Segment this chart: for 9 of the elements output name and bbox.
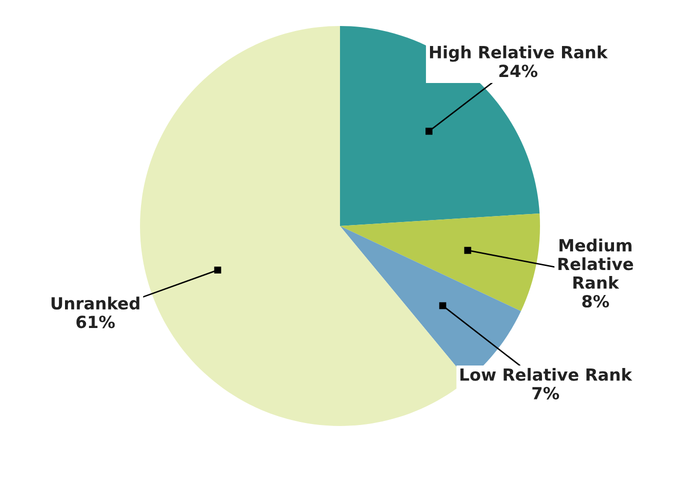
slice-label: Medium Relative Rank	[558, 238, 634, 289]
data-label: 7%	[532, 386, 560, 400]
slice-label: Unranked	[52, 296, 140, 310]
data-label: 8%	[582, 294, 610, 308]
pie-slice	[340, 213, 540, 312]
slice-label: Low Relative Rank	[460, 368, 632, 381]
slice-label: High Relative Rank	[430, 46, 608, 62]
data-label: 61%	[76, 316, 115, 328]
data-label: 24%	[499, 64, 538, 78]
